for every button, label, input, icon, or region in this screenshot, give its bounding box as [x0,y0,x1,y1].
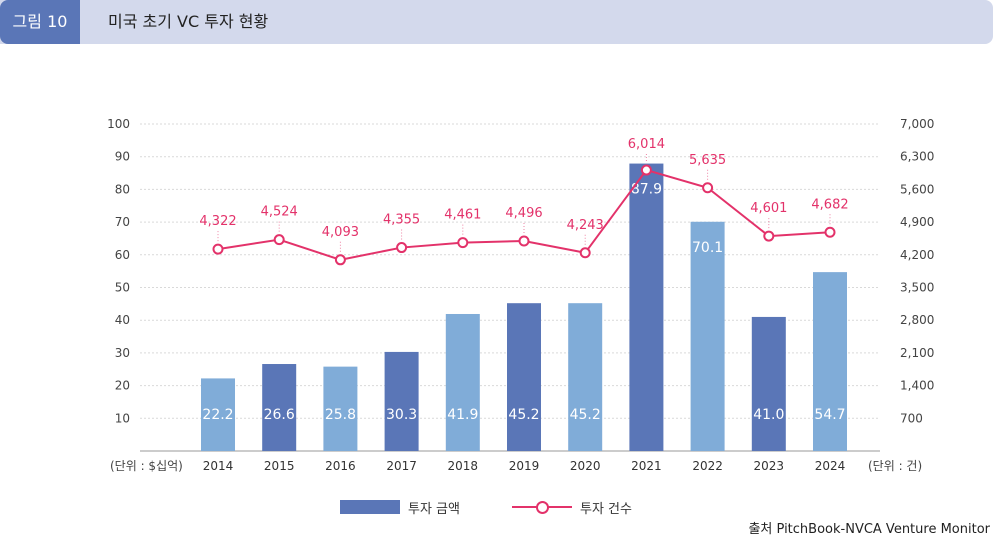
right-tick-label: 4,200 [900,248,934,262]
line-point [396,242,408,254]
line-value-label: 4,461 [444,208,481,223]
line-point [763,230,775,242]
left-tick-label: 50 [115,281,130,295]
bar [384,351,419,451]
legend-line-swatch [512,500,572,514]
line-point [579,247,591,259]
bar [262,364,297,451]
left-axis-unit: (단위 : $십억) [110,459,183,473]
line-point [640,164,652,176]
line-value-label: 4,355 [383,213,420,228]
left-tick-label: 60 [115,248,130,262]
line-value-label: 4,243 [567,218,604,233]
combo-chart: 10 20 30 40 50 60 70 80 90 100 700 1,400 2,100 2,800 3… [107,117,934,473]
line-value-label: 4,496 [505,206,542,221]
chart-title: 미국 초기 VC 투자 현황 [108,12,269,31]
x-tick-label: 2014 [203,459,234,473]
bar-value-label: 30.3 [386,407,417,423]
line-point [457,237,469,249]
right-tick-label: 2,100 [900,346,934,360]
right-tick-label: 5,600 [900,182,934,196]
right-axis-unit: (단위 : 건) [868,459,922,473]
x-tick-label: 2021 [631,459,662,473]
x-tick-label: 2024 [815,459,846,473]
right-tick-label: 2,800 [900,313,934,327]
legend-item-amount: 투자 금액 [340,496,460,518]
line-point [702,182,714,194]
line-value-label: 4,322 [199,214,236,229]
source-note: 출처 PitchBook-NVCA Venture Monitor [748,522,990,537]
left-tick-label: 40 [115,313,130,327]
left-tick-label: 90 [115,150,130,164]
bar-value-label: 70.1 [692,240,723,256]
bar [751,316,786,451]
legend-label-count: 투자 건수 [580,501,632,517]
bar [813,272,847,451]
right-tick-label: 700 [900,411,923,425]
line-point [273,234,285,246]
x-tick-label: 2017 [386,459,417,473]
right-tick-label: 7,000 [900,117,934,131]
legend: 투자 금액 투자 건수 [0,496,1000,518]
x-tick-label: 2016 [325,459,356,473]
line-value-label: 4,601 [750,201,787,216]
x-tick-label: 2019 [509,459,540,473]
bar [507,303,541,451]
bar [201,378,235,451]
bar-value-label: 41.9 [447,407,478,423]
line-point [212,243,224,255]
x-tick-label: 2023 [754,459,785,473]
bar-value-label: 22.2 [202,407,233,423]
right-tick-label: 3,500 [900,281,934,295]
left-tick-label: 100 [107,117,130,131]
line-value-label: 6,014 [628,137,665,152]
bar-value-label: 41.0 [753,407,784,423]
bar [445,313,480,451]
bar-value-label: 54.7 [814,407,845,423]
line-value-label: 4,093 [322,225,359,240]
bar-value-label: 26.6 [264,407,295,423]
legend-item-count: 투자 건수 [512,496,632,518]
x-tick-label: 2018 [448,459,479,473]
left-tick-label: 10 [115,411,130,425]
bar [629,163,664,451]
left-tick-label: 20 [115,379,130,393]
bar-value-label: 87.9 [631,182,662,198]
bar [323,366,358,451]
x-tick-label: 2020 [570,459,601,473]
bar-value-label: 45.2 [508,407,539,423]
legend-bar-swatch [340,500,400,514]
left-tick-label: 80 [115,182,130,196]
bar [690,221,725,451]
right-tick-label: 1,400 [900,379,934,393]
x-tick-label: 2022 [692,459,723,473]
line-point [334,254,346,266]
figure-header [0,0,993,44]
line-point [518,235,530,247]
line-value-label: 5,635 [689,153,726,168]
line-point [824,226,836,238]
figure-label: 그림 10 [0,0,80,44]
bar-value-label: 45.2 [570,407,601,423]
left-tick-label: 30 [115,346,130,360]
line-value-label: 4,682 [811,197,848,212]
right-tick-label: 4,900 [900,215,934,229]
x-tick-label: 2015 [264,459,295,473]
legend-label-amount: 투자 금액 [408,501,460,517]
bar-value-label: 25.8 [325,407,356,423]
left-tick-label: 70 [115,215,130,229]
line-value-label: 4,524 [261,205,298,220]
right-tick-label: 6,300 [900,150,934,164]
bar [568,303,603,451]
